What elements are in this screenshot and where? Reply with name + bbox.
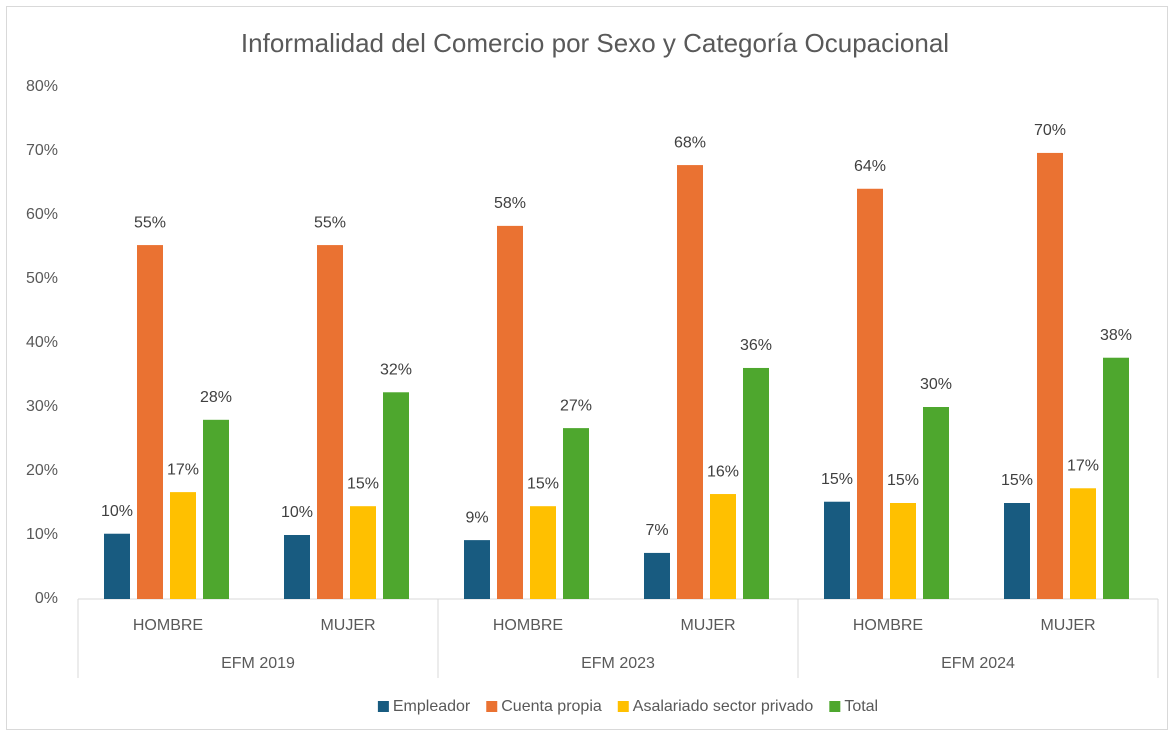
legend-swatch (486, 701, 498, 712)
y-tick-label: 30% (26, 398, 58, 415)
bar (137, 245, 163, 599)
bar (464, 540, 490, 599)
bar (497, 225, 523, 599)
data-label: 32% (380, 361, 412, 378)
y-tick-label: 80% (26, 78, 58, 95)
bar (1004, 503, 1030, 599)
data-label: 30% (920, 376, 952, 393)
y-tick-label: 40% (26, 334, 58, 351)
chart-title: Informalidad del Comercio por Sexo y Cat… (241, 28, 949, 58)
bar (677, 165, 703, 599)
data-label: 9% (465, 509, 488, 526)
y-tick-label: 20% (26, 462, 58, 479)
chart-frame (6, 6, 1168, 730)
data-label: 16% (707, 463, 739, 480)
bar (104, 533, 130, 599)
bar (857, 188, 883, 599)
bar (563, 428, 589, 599)
y-tick-label: 60% (26, 206, 58, 223)
bar (644, 552, 670, 599)
legend-swatch (829, 701, 841, 712)
x-tick-label: MUJER (320, 617, 375, 634)
y-tick-label: 0% (35, 590, 58, 607)
y-tick-label: 50% (26, 270, 58, 287)
bar (1070, 488, 1096, 599)
data-label: 38% (1100, 327, 1132, 344)
data-label: 15% (821, 471, 853, 488)
bar (530, 506, 556, 599)
data-label: 15% (347, 475, 379, 492)
data-label: 58% (494, 195, 526, 212)
legend-label: Empleador (393, 698, 471, 715)
data-label: 10% (101, 503, 133, 520)
data-label: 36% (740, 337, 772, 354)
data-label: 28% (200, 389, 232, 406)
data-label: 7% (645, 522, 668, 539)
data-label: 15% (1001, 472, 1033, 489)
bar (743, 367, 769, 599)
legend-label: Asalariado sector privado (633, 698, 814, 715)
x-tick-label: MUJER (680, 617, 735, 634)
bar (317, 245, 343, 599)
bar (824, 501, 850, 599)
data-label: 64% (854, 158, 886, 175)
bar (383, 392, 409, 599)
data-label: 15% (887, 472, 919, 489)
data-label: 17% (1067, 457, 1099, 474)
data-label: 55% (314, 214, 346, 231)
bar (350, 506, 376, 599)
legend-swatch (617, 701, 629, 712)
legend-swatch (377, 701, 389, 712)
y-tick-label: 10% (26, 526, 58, 543)
data-label: 68% (674, 134, 706, 151)
legend-label: Total (844, 698, 878, 715)
x-tick-label: HOMBRE (853, 617, 923, 634)
bar (890, 503, 916, 599)
legend-label: Cuenta propia (501, 698, 602, 715)
data-label: 55% (134, 214, 166, 231)
bar (1037, 152, 1063, 600)
bar (1103, 357, 1129, 599)
x-tick-label: MUJER (1040, 617, 1095, 634)
data-label: 17% (167, 461, 199, 478)
y-tick-label: 70% (26, 142, 58, 159)
data-label: 27% (560, 397, 592, 414)
data-label: 10% (281, 504, 313, 521)
bar (284, 535, 310, 599)
data-label: 70% (1034, 122, 1066, 139)
x-group-label: EFM 2019 (221, 655, 295, 672)
bar (170, 492, 196, 599)
bar (203, 419, 229, 599)
x-tick-label: HOMBRE (133, 617, 203, 634)
bar (923, 407, 949, 599)
bar (710, 494, 736, 599)
x-group-label: EFM 2023 (581, 655, 655, 672)
x-group-label: EFM 2024 (941, 655, 1015, 672)
data-label: 15% (527, 475, 559, 492)
x-tick-label: HOMBRE (493, 617, 563, 634)
